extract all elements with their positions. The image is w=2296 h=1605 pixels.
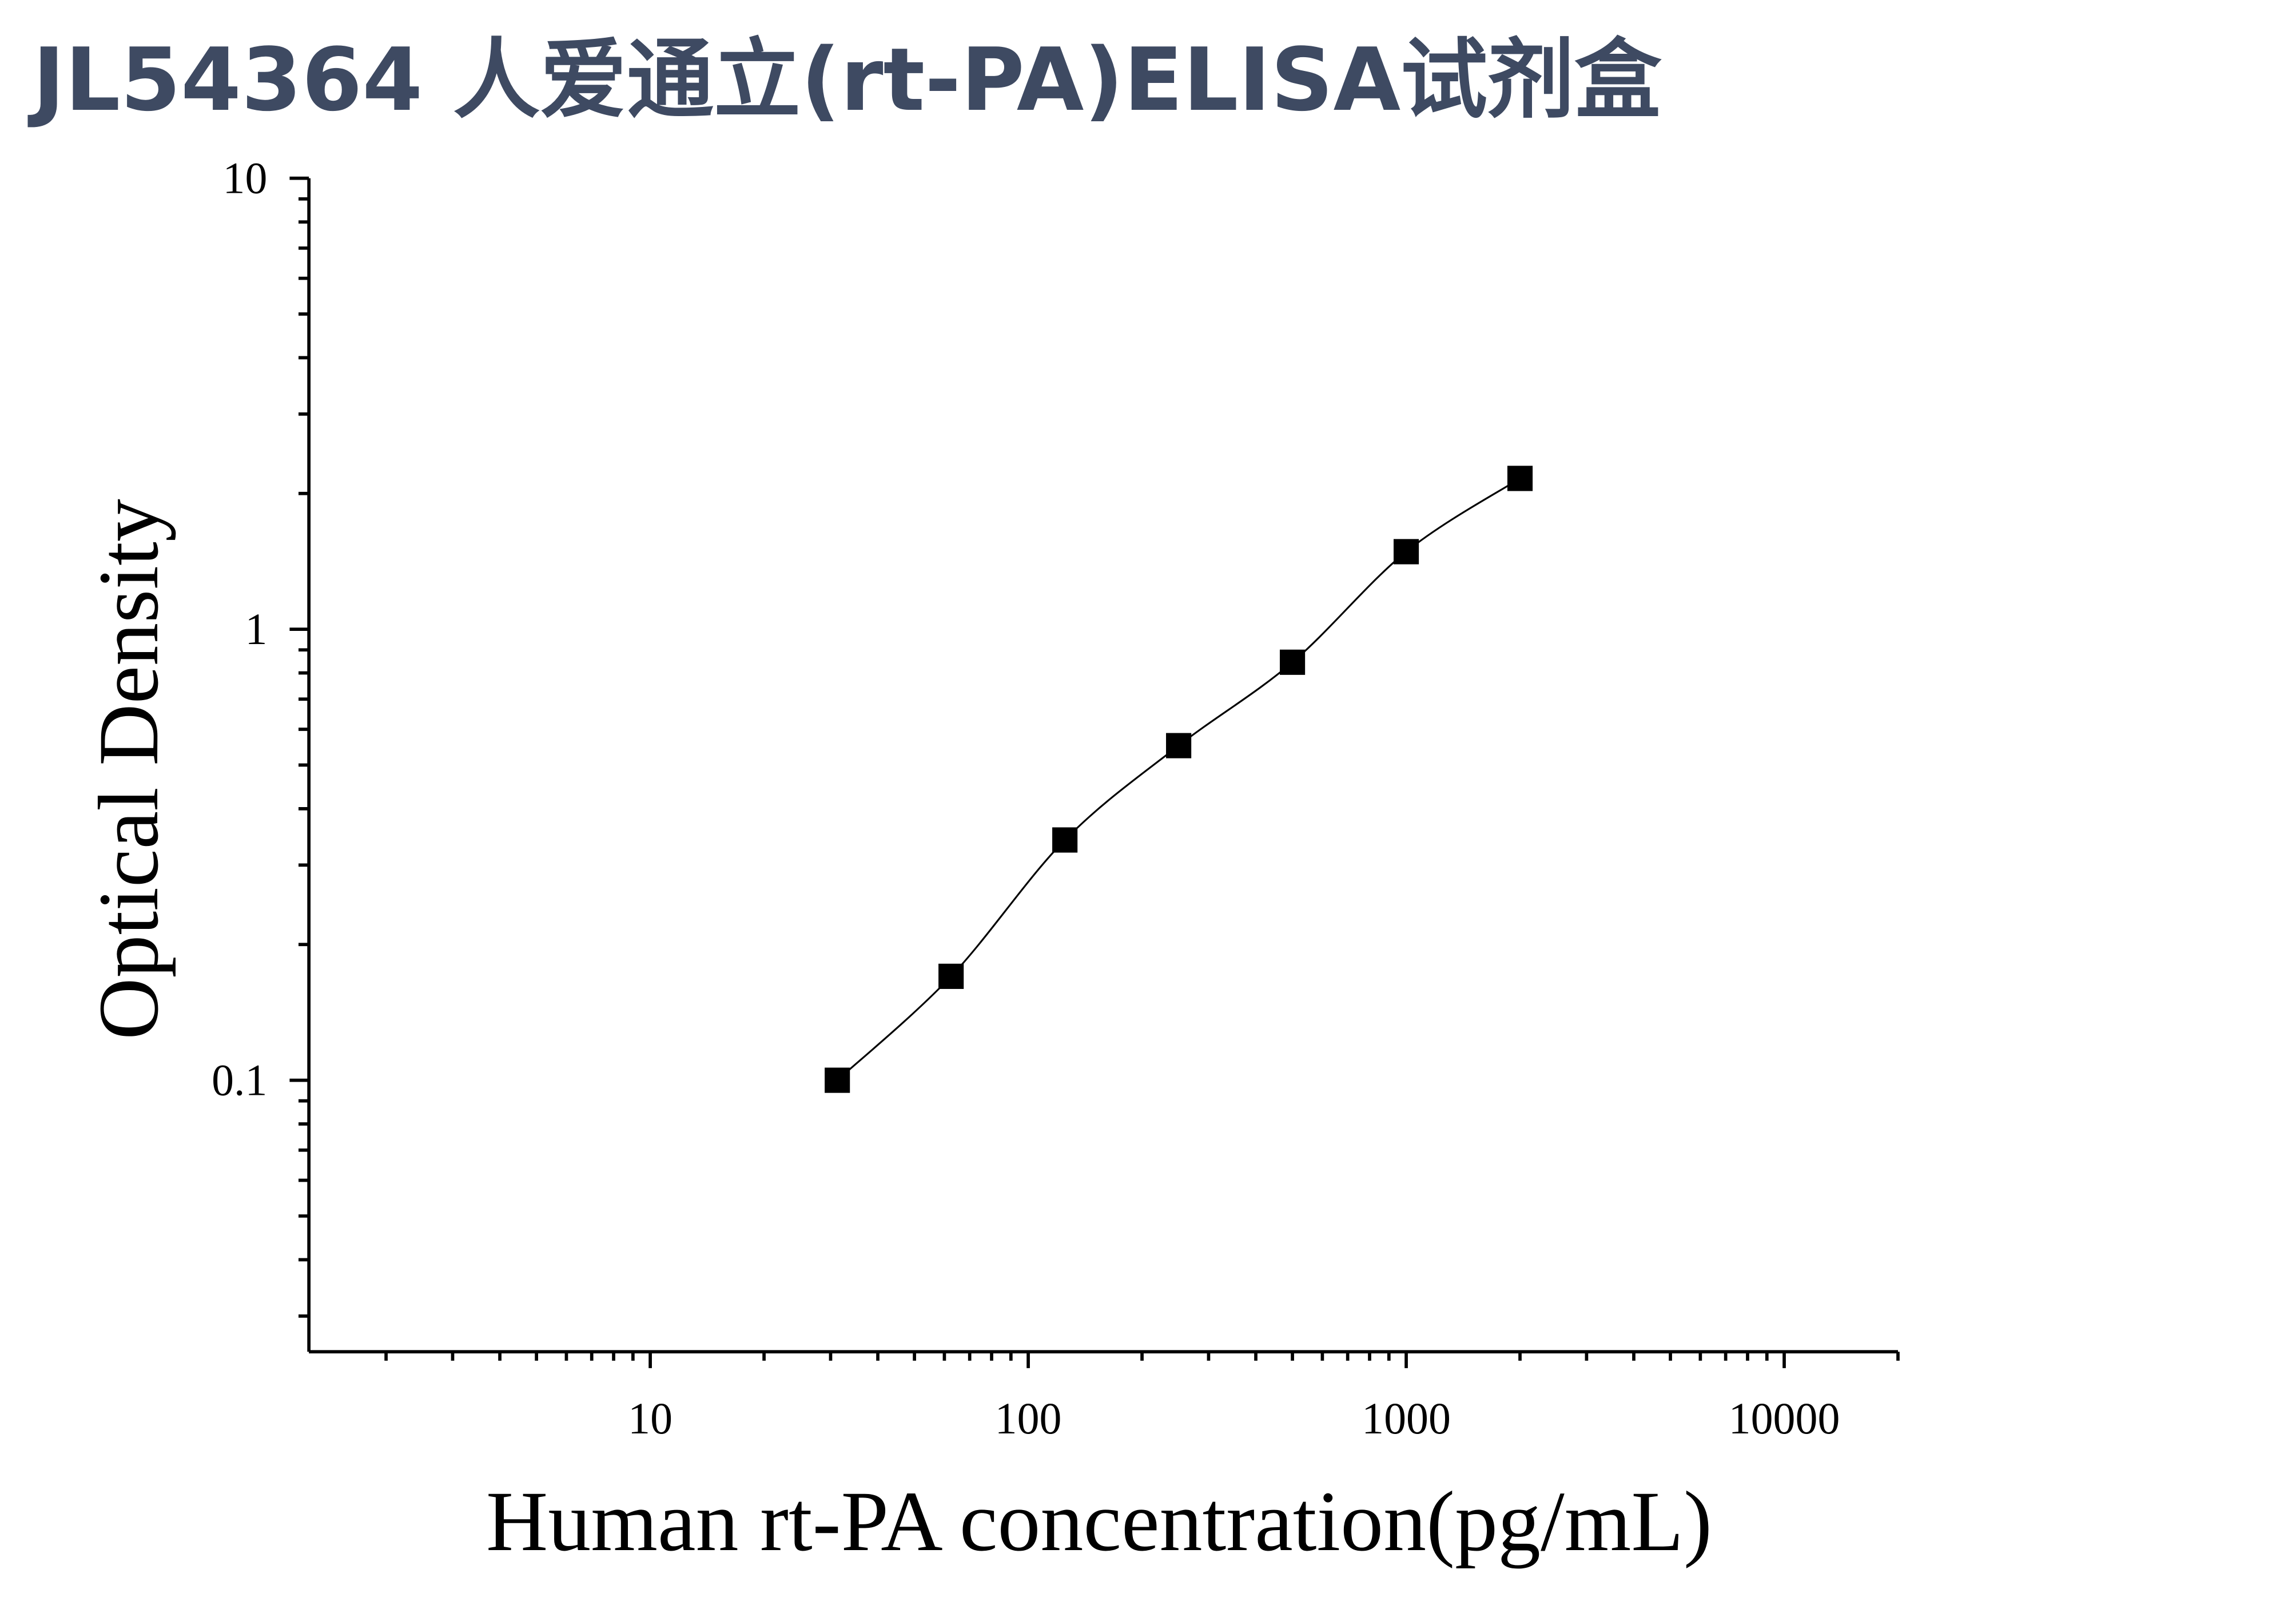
data-point (1166, 733, 1192, 758)
data-point (1280, 649, 1306, 675)
x-tick-label: 100 (995, 1394, 1062, 1443)
data-point (938, 963, 964, 989)
y-tick-label: 10 (223, 154, 268, 203)
x-tick-label: 10000 (1729, 1394, 1840, 1443)
data-point (825, 1067, 850, 1093)
y-axis-label: Optical Density (81, 499, 176, 1040)
data-point (1052, 827, 1078, 853)
y-tick-label: 1 (245, 605, 268, 654)
data-point (1393, 539, 1419, 565)
x-tick-label: 10 (628, 1394, 673, 1443)
chart-title: JL54364 人爱通立(rt-PA)ELISA试剂盒 (27, 29, 1662, 130)
x-tick-label: 1000 (1362, 1394, 1451, 1443)
fit-line (837, 478, 1521, 1081)
x-axis-label: Human rt-PA concentration(pg/mL) (486, 1474, 1712, 1569)
y-tick-label: 0.1 (212, 1056, 267, 1105)
data-point (1507, 466, 1533, 491)
